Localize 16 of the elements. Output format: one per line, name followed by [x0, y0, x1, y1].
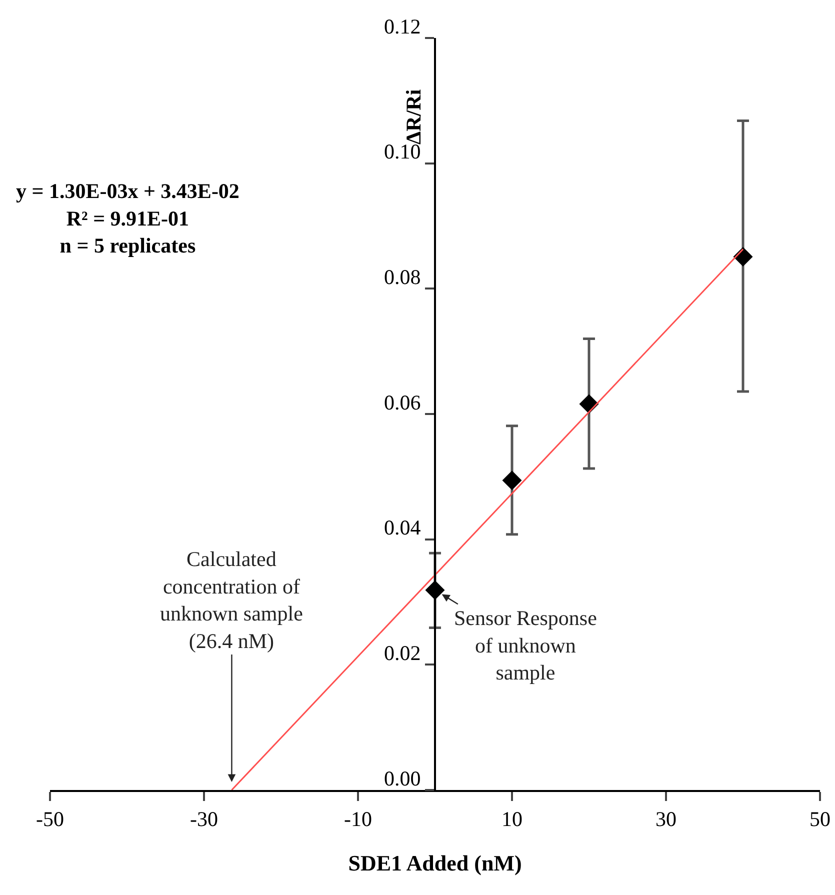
y-tick-label: 0.08 — [384, 265, 421, 290]
x-tick-label: -30 — [190, 807, 218, 832]
y-tick-label: 0.06 — [384, 390, 421, 414]
x-tick-label: 10 — [502, 807, 522, 832]
x-tick-label: -10 — [344, 807, 372, 832]
y-tick-label: 0.00 — [384, 766, 421, 790]
x-axis-title: SDE1 Added (nM) — [348, 850, 522, 876]
y-tick-label: 0.02 — [384, 641, 421, 666]
x-tick-label: 50 — [810, 807, 830, 832]
y-tick-label: 0.04 — [384, 516, 422, 540]
y-tick-label: 0.12 — [384, 14, 421, 38]
annotation: Sensor Response of unknown sample — [454, 606, 597, 685]
x-tick-label: -50 — [36, 807, 64, 832]
x-tick-label: 30 — [656, 807, 676, 832]
annotation: y = 1.30E-03x + 3.43E-02 R² = 9.91E-01 n = 5 replicates — [16, 179, 240, 258]
annotation: Calculated concentration of unknown sample (26.4 nM) — [160, 547, 303, 653]
